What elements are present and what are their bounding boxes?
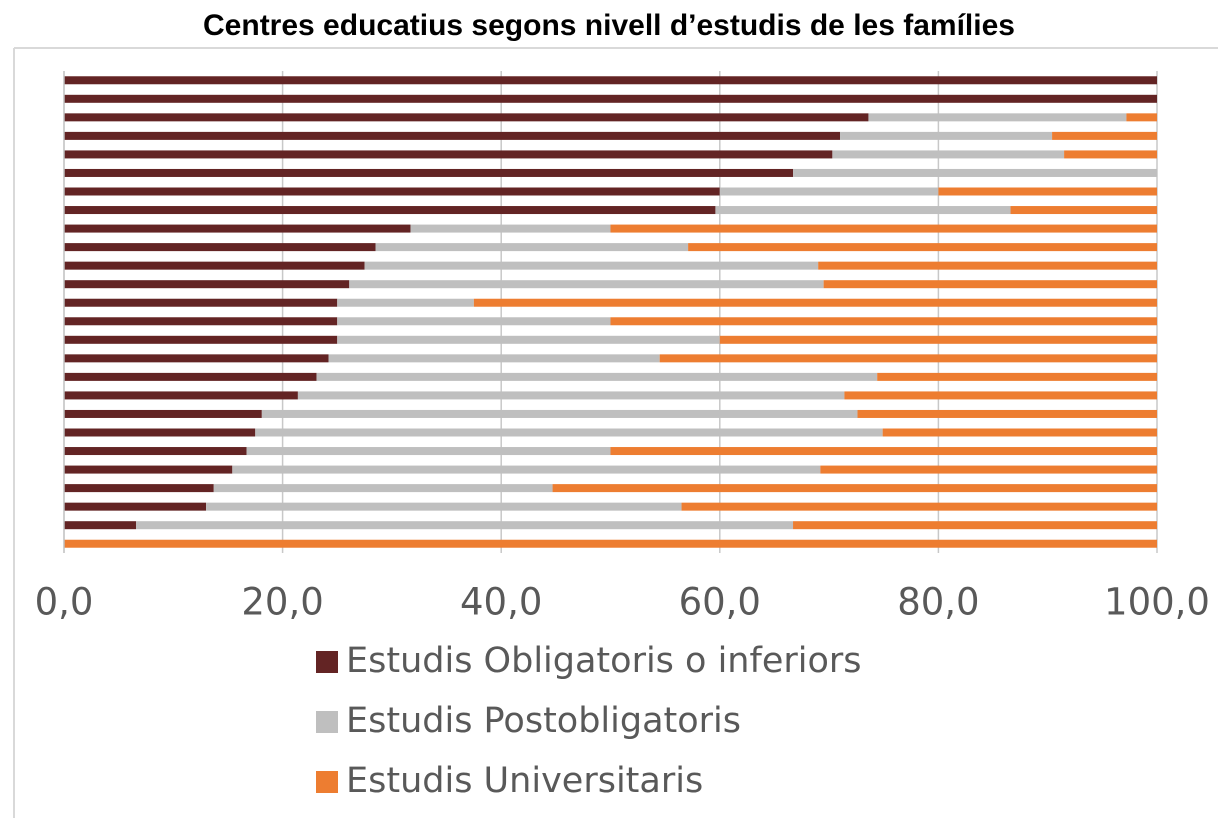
bar-segment (64, 206, 716, 215)
bar-segment (64, 539, 1157, 548)
bar-segment (261, 409, 858, 418)
bar-segment (715, 206, 1011, 215)
bar-segment (64, 131, 841, 140)
bar-segment (64, 76, 1157, 85)
bar-segment (1052, 131, 1157, 140)
bar-segment (64, 465, 233, 474)
x-tick-label: 20,0 (241, 581, 323, 624)
bar-segment (410, 224, 611, 233)
bar-segment (877, 372, 1157, 381)
bar-segment (64, 187, 720, 196)
x-tick-label: 80,0 (897, 581, 979, 624)
bar-segment (349, 280, 824, 289)
legend-swatch (316, 711, 338, 733)
bar-segment (681, 502, 1157, 511)
bar-segment (719, 335, 1157, 344)
bar-segment (64, 409, 262, 418)
bar-segment (64, 428, 256, 437)
bar-segment (64, 261, 365, 270)
bar-segment (820, 465, 1157, 474)
bar-segment (64, 224, 411, 233)
bar-segment (213, 484, 553, 493)
bar-segment (64, 168, 794, 177)
bar-segment (938, 187, 1157, 196)
bar-segment (882, 428, 1157, 437)
bar-segment (844, 391, 1157, 400)
bar-segment (64, 447, 247, 456)
legend-swatch (316, 651, 338, 673)
bar-segment (823, 280, 1157, 289)
bar-segment (793, 521, 1157, 530)
bar-segment (610, 317, 1157, 326)
bar-segment (610, 447, 1157, 456)
bar-segment (246, 447, 611, 456)
bar-segment (64, 502, 207, 511)
bar-segment (1010, 206, 1157, 215)
bar-segment (232, 465, 821, 474)
legend-label: Estudis Postobligatoris (346, 701, 741, 741)
bar-segment (857, 409, 1157, 418)
bar-segment (328, 354, 660, 363)
bar-segment (832, 150, 1065, 159)
bar-segment (64, 150, 833, 159)
bar-segment (610, 224, 1157, 233)
bar-segment (64, 354, 329, 363)
bar-segment (64, 391, 298, 400)
bar-segment (375, 243, 689, 252)
bar-segment (64, 484, 214, 493)
bar-segment (552, 484, 1157, 493)
bar-segment (337, 317, 611, 326)
x-tick-label: 100,0 (1104, 581, 1210, 624)
bar-segment (64, 280, 350, 289)
bar-segment (64, 335, 338, 344)
bar-segment (364, 261, 819, 270)
chart-title: Centres educatius segons nivell d’estudi… (203, 9, 1015, 42)
bar-segment (1126, 113, 1157, 122)
bar-segment (64, 521, 137, 530)
bar-segment (793, 168, 1157, 177)
bar-segment (818, 261, 1157, 270)
x-tick-label: 40,0 (460, 581, 542, 624)
bar-segment (719, 187, 939, 196)
bar-segment (840, 131, 1053, 140)
bar-segment (206, 502, 682, 511)
bar-segment (659, 354, 1157, 363)
bar-segment (64, 94, 1157, 103)
bar-segment (64, 372, 317, 381)
bar-segment (688, 243, 1157, 252)
bar-segment (337, 335, 720, 344)
bar-segment (64, 113, 869, 122)
bar-segment (255, 428, 883, 437)
legend-label: Estudis Universitaris (346, 761, 703, 801)
x-tick-label: 60,0 (679, 581, 761, 624)
bar-segment (316, 372, 878, 381)
bar-segment (64, 317, 338, 326)
bar-segment (868, 113, 1127, 122)
x-tick-label: 0,0 (35, 581, 94, 624)
bar-segment (337, 298, 474, 307)
bar-segment (1064, 150, 1157, 159)
bar-segment (136, 521, 794, 530)
legend-swatch (316, 771, 338, 793)
bar-segment (473, 298, 1157, 307)
bar-segment (64, 243, 376, 252)
bar-segment (64, 298, 338, 307)
legend-label: Estudis Obligatoris o inferiors (346, 641, 862, 681)
bar-segment (297, 391, 845, 400)
